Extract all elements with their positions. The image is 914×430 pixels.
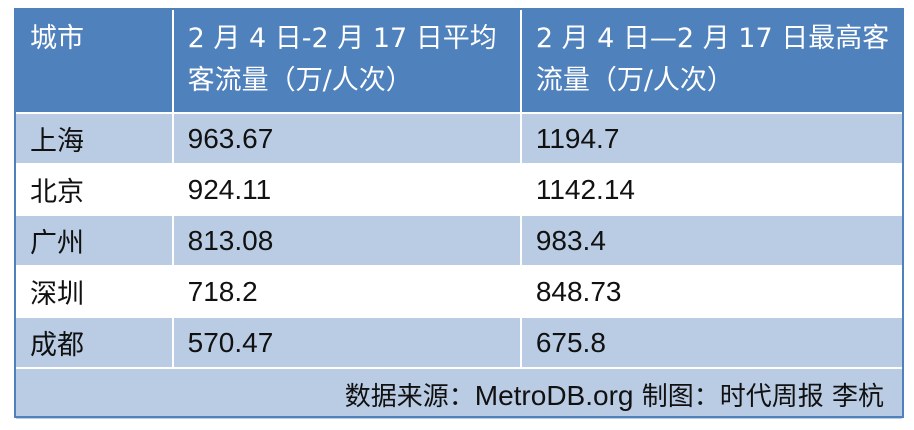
cell-avg: 718.2 — [171, 265, 522, 318]
cell-max: 983.4 — [519, 214, 905, 267]
table-row: 广州 813.08 983.4 — [14, 214, 905, 267]
credit-text: 制图：时代周报 李杭 — [633, 381, 884, 412]
table-row: 成都 570.47 675.8 — [14, 316, 905, 369]
cell-avg: 813.08 — [171, 214, 522, 267]
source-site: MetroDB.org — [474, 379, 634, 411]
cell-max: 675.8 — [519, 316, 905, 369]
table-header-row: 城市 2 月 4 日-2 月 17 日平均客流量（万/人次） 2 月 4 日—2… — [14, 8, 905, 114]
source-credit: 数据来源：MetroDB.org 制图：时代周报 李杭 — [14, 367, 904, 421]
table-row: 北京 924.11 1142.14 — [14, 163, 905, 216]
header-max-ridership: 2 月 4 日—2 月 17 日最高客流量（万/人次） — [519, 8, 905, 114]
data-table-container: 城市 2 月 4 日-2 月 17 日平均客流量（万/人次） 2 月 4 日—2… — [14, 8, 905, 421]
cell-max: 1142.14 — [519, 163, 905, 216]
cell-city: 成都 — [14, 316, 174, 369]
metro-ridership-table: 城市 2 月 4 日-2 月 17 日平均客流量（万/人次） 2 月 4 日—2… — [14, 8, 905, 421]
table-row: 上海 963.67 1194.7 — [14, 112, 905, 165]
header-avg-ridership: 2 月 4 日-2 月 17 日平均客流量（万/人次） — [171, 8, 522, 114]
cell-avg: 570.47 — [171, 316, 522, 369]
cell-city: 北京 — [14, 163, 174, 216]
cell-avg: 963.67 — [171, 112, 522, 165]
table-row: 深圳 718.2 848.73 — [14, 265, 905, 318]
cell-avg: 924.11 — [171, 163, 522, 216]
cell-city: 上海 — [14, 112, 174, 165]
cell-city: 广州 — [14, 214, 174, 267]
source-prefix: 数据来源： — [344, 381, 475, 412]
table-footer-row: 数据来源：MetroDB.org 制图：时代周报 李杭 — [14, 367, 904, 421]
cell-max: 848.73 — [519, 265, 905, 318]
cell-max: 1194.7 — [519, 112, 905, 165]
cell-city: 深圳 — [14, 265, 174, 318]
header-city: 城市 — [14, 8, 174, 114]
